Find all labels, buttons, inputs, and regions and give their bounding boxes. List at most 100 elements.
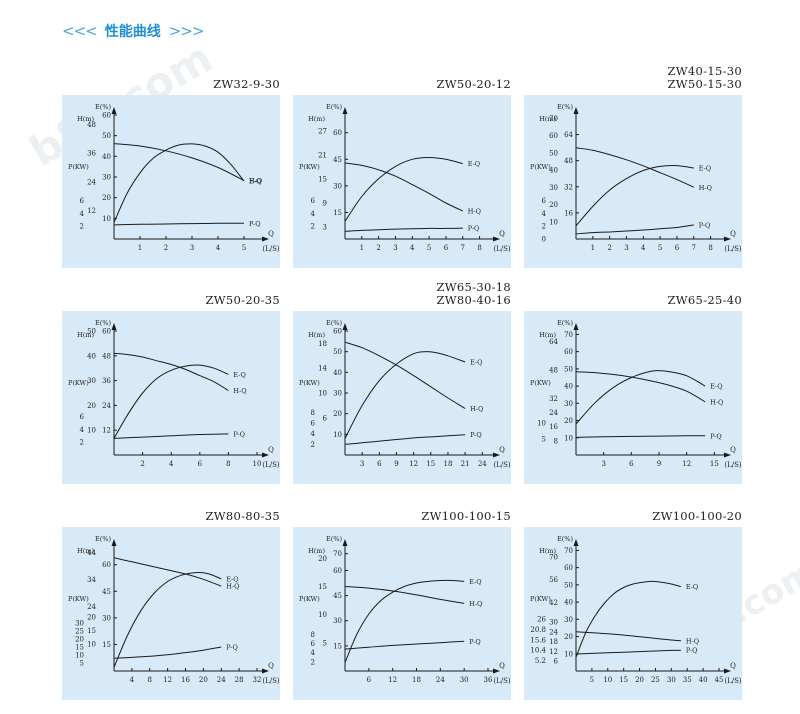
chart-svg: 2 4 6 8 10Q(L/S)1224364860E(%)1020304050H(m)… [68, 319, 280, 469]
curve-h-q [344, 341, 466, 409]
h-tick-label: 56 [549, 576, 558, 584]
curve-p-q [113, 646, 222, 659]
series-label: P-Q [469, 638, 481, 646]
x-tick-label: 3 [624, 244, 628, 252]
chart-7: ZW80-80-35 4 8 12 16 20 24 28 32 Q (L/S) 15 30 45 60 E(… [62, 500, 280, 700]
series-label: E-Q [226, 575, 238, 583]
h-tick-label: 40 [549, 167, 558, 175]
e-tick-label: 60 [102, 328, 111, 336]
h-tick-label: 18 [549, 638, 558, 646]
x-tick-label: 15 [710, 460, 719, 468]
x-tick-label: 6 [377, 460, 382, 468]
h-tick-label: 9 [323, 200, 327, 208]
h-tick-label: 14 [318, 365, 327, 373]
x-tick-label: 16 [181, 676, 190, 684]
x-tick-label: 21 [461, 460, 470, 468]
curve-h-q [113, 557, 222, 587]
h-tick-label: 3 [323, 224, 327, 232]
e-tick-label: 40 [102, 153, 111, 161]
series-label: P-Q [699, 221, 711, 229]
chart-svg: 1 2 3 4 5 6 7 8Q(L/S)15304560E(%)39152127H(m)24… [299, 103, 511, 253]
x-tick-label: 25 [651, 676, 660, 684]
e-tick-label: 15 [102, 641, 111, 649]
x-tick-label: 20 [635, 676, 644, 684]
h-tick-label: 10 [318, 611, 327, 619]
x-axis-label-q: Q [499, 446, 505, 454]
p-tick-label: 6 [80, 413, 85, 421]
x-tick-label: 6 [675, 244, 680, 252]
model-name: ZW50-15-30 [667, 77, 742, 91]
e-axis-label: E(%) [95, 319, 111, 327]
x-axis-label-unit: (L/S) [493, 461, 511, 469]
x-tick-label: 2 [164, 244, 168, 252]
model-name: ZW100-100-20 [652, 509, 742, 523]
p-tick-label: 2 [311, 223, 315, 231]
p-tick-label: 26 [537, 616, 546, 624]
h-axis-label: H(m) [539, 547, 556, 555]
chart-panel: 4 8 12 16 20 24 28 32 Q (L/S) 15 30 45 60 E(%) 10 15 20 24… [62, 527, 280, 700]
series-label: E-Q [470, 359, 482, 367]
x-tick-label: 9 [394, 460, 398, 468]
x-axis-label-unit: (L/S) [724, 677, 742, 685]
x-tick-label: 18 [443, 460, 452, 468]
h-tick-label: 12 [549, 648, 558, 656]
series-label: P-Q [249, 220, 261, 228]
x-axis-label-q: Q [268, 662, 274, 670]
e-tick-label: 10 [333, 431, 342, 439]
e-tick-label: 24 [102, 402, 111, 410]
model-label: ZW40-15-30 ZW50-15-30 [668, 65, 742, 91]
chart-svg: 3 6 9 12 15 18 21 24Q(L/S)102030405060E(%)61014… [299, 319, 511, 469]
e-tick-label: 70 [333, 550, 342, 558]
curve-h-q [575, 147, 695, 188]
e-tick-label: 50 [102, 132, 111, 140]
y-axis-arrow [342, 323, 348, 330]
x-tick-label: 5 [242, 244, 246, 252]
h-tick-label: 20 [549, 201, 558, 209]
curve-e-q [113, 364, 229, 439]
h-tick-label: 27 [318, 128, 327, 136]
h-tick-label: 24 [549, 628, 558, 636]
x-tick-label: 3 [601, 460, 605, 468]
curve-e-q [575, 580, 682, 658]
series-label: E-Q [686, 583, 698, 591]
x-axis-label-unit: (L/S) [724, 245, 742, 253]
e-axis-label: E(%) [95, 103, 111, 111]
model-label: ZW100-100-20 [652, 510, 742, 523]
model-name: ZW80-80-35 [205, 509, 280, 523]
model-name: ZW80-40-16 [436, 293, 511, 307]
x-tick-label: 15 [619, 676, 628, 684]
x-tick-label: 30 [460, 676, 469, 684]
series-label: H-Q [699, 184, 712, 192]
p-tick-label: 4 [311, 649, 316, 657]
model-name: ZW40-15-30 [667, 64, 742, 78]
y-axis-arrow [342, 107, 348, 114]
h-tick-label: 20 [87, 614, 96, 622]
x-tick-label: 8 [477, 244, 481, 252]
curve-h-q [344, 586, 465, 604]
h-tick-label: 30 [87, 377, 96, 385]
model-name: ZW32-9-30 [213, 77, 280, 91]
x-tick-label: 12 [163, 676, 172, 684]
x-tick-label: 24 [436, 676, 445, 684]
x-tick-label: 35 [683, 676, 692, 684]
e-tick-label: 10 [564, 434, 573, 442]
e-tick-label: 50 [333, 348, 342, 356]
p-tick-label: 8 [311, 409, 315, 417]
x-tick-label: 40 [699, 676, 708, 684]
x-tick-label: 3 [393, 244, 397, 252]
x-tick-label: 7 [461, 244, 465, 252]
curve-e-q [575, 164, 694, 227]
p-axis-label: P(KW) [68, 163, 89, 171]
model-label: ZW32-9-30 [213, 78, 280, 91]
e-tick-label: 60 [333, 129, 342, 137]
h-tick-label: 6 [323, 414, 328, 422]
e-tick-label: 48 [102, 352, 111, 360]
curve-h-q [113, 352, 229, 391]
h-tick-label: 34 [87, 576, 96, 584]
curve-p-q [344, 640, 465, 650]
series-label: E-Q [249, 178, 261, 186]
p-tick-label: 2 [80, 439, 84, 447]
h-tick-label: 24 [87, 178, 96, 186]
curve-e-q [344, 156, 463, 222]
x-tick-label: 6 [367, 676, 372, 684]
